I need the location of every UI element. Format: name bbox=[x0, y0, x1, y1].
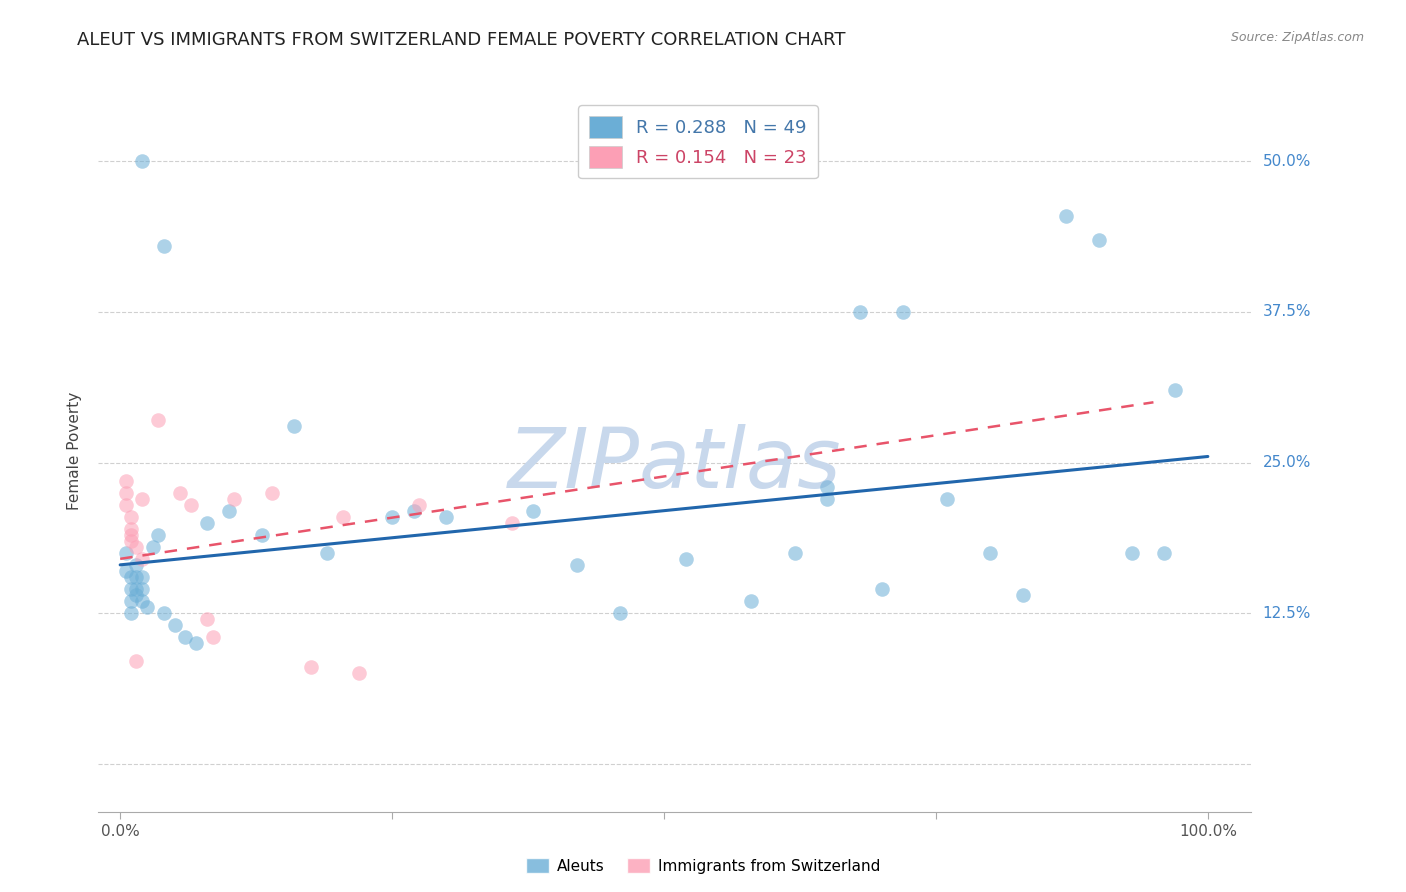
Point bbox=[436, 509, 458, 524]
Point bbox=[783, 546, 806, 560]
Point bbox=[120, 582, 142, 596]
Point bbox=[131, 570, 153, 584]
Point bbox=[870, 582, 893, 596]
Point bbox=[740, 594, 762, 608]
Point bbox=[315, 546, 337, 560]
Point bbox=[609, 606, 631, 620]
Point bbox=[152, 238, 174, 253]
Point bbox=[186, 636, 208, 650]
Point bbox=[815, 480, 838, 494]
Point bbox=[120, 606, 142, 620]
Point bbox=[114, 498, 136, 512]
Point bbox=[349, 666, 371, 681]
Point bbox=[125, 654, 148, 668]
Point bbox=[332, 509, 354, 524]
Point bbox=[299, 660, 322, 674]
Point bbox=[148, 528, 170, 542]
Text: ZIPatlas: ZIPatlas bbox=[508, 425, 842, 506]
Point bbox=[136, 599, 159, 614]
Point bbox=[1088, 233, 1111, 247]
Point bbox=[565, 558, 588, 572]
Point bbox=[163, 618, 186, 632]
Point bbox=[218, 503, 240, 517]
Point bbox=[125, 540, 148, 554]
Point bbox=[1164, 384, 1187, 398]
Point bbox=[131, 551, 153, 566]
Point bbox=[501, 516, 523, 530]
Point bbox=[402, 503, 425, 517]
Point bbox=[120, 533, 142, 548]
Point bbox=[201, 630, 224, 644]
Point bbox=[131, 594, 153, 608]
Point bbox=[148, 413, 170, 427]
Point bbox=[125, 558, 148, 572]
Point bbox=[142, 540, 165, 554]
Text: ALEUT VS IMMIGRANTS FROM SWITZERLAND FEMALE POVERTY CORRELATION CHART: ALEUT VS IMMIGRANTS FROM SWITZERLAND FEM… bbox=[77, 31, 846, 49]
Point bbox=[250, 528, 273, 542]
Point bbox=[224, 491, 246, 506]
Point bbox=[408, 498, 430, 512]
Point bbox=[1121, 546, 1143, 560]
Text: 37.5%: 37.5% bbox=[1263, 304, 1310, 319]
Point bbox=[120, 509, 142, 524]
Point bbox=[120, 522, 142, 536]
Point bbox=[125, 588, 148, 602]
Point bbox=[120, 570, 142, 584]
Point bbox=[979, 546, 1001, 560]
Point bbox=[131, 491, 153, 506]
Point bbox=[815, 491, 838, 506]
Point bbox=[174, 630, 197, 644]
Point bbox=[849, 305, 872, 319]
Text: 50.0%: 50.0% bbox=[1263, 154, 1310, 169]
Legend: Aleuts, Immigrants from Switzerland: Aleuts, Immigrants from Switzerland bbox=[520, 852, 886, 880]
Point bbox=[125, 570, 148, 584]
Point bbox=[262, 485, 284, 500]
Point bbox=[1153, 546, 1175, 560]
Point bbox=[675, 551, 697, 566]
Point bbox=[120, 594, 142, 608]
Text: 12.5%: 12.5% bbox=[1263, 606, 1310, 621]
Point bbox=[180, 498, 202, 512]
Point bbox=[1012, 588, 1035, 602]
Point bbox=[114, 485, 136, 500]
Point bbox=[114, 546, 136, 560]
Point bbox=[195, 612, 218, 626]
Y-axis label: Female Poverty: Female Poverty bbox=[67, 392, 83, 509]
Point bbox=[935, 491, 957, 506]
Point bbox=[195, 516, 218, 530]
Point bbox=[114, 474, 136, 488]
Point bbox=[891, 305, 914, 319]
Point bbox=[131, 582, 153, 596]
Point bbox=[125, 582, 148, 596]
Point bbox=[522, 503, 544, 517]
Point bbox=[169, 485, 191, 500]
Point bbox=[114, 564, 136, 578]
Point bbox=[381, 509, 404, 524]
Text: Source: ZipAtlas.com: Source: ZipAtlas.com bbox=[1230, 31, 1364, 45]
Point bbox=[152, 606, 174, 620]
Point bbox=[283, 419, 305, 434]
Point bbox=[1054, 209, 1077, 223]
Legend: R = 0.288   N = 49, R = 0.154   N = 23: R = 0.288 N = 49, R = 0.154 N = 23 bbox=[578, 105, 817, 178]
Point bbox=[131, 154, 153, 169]
Text: 25.0%: 25.0% bbox=[1263, 455, 1310, 470]
Point bbox=[120, 528, 142, 542]
